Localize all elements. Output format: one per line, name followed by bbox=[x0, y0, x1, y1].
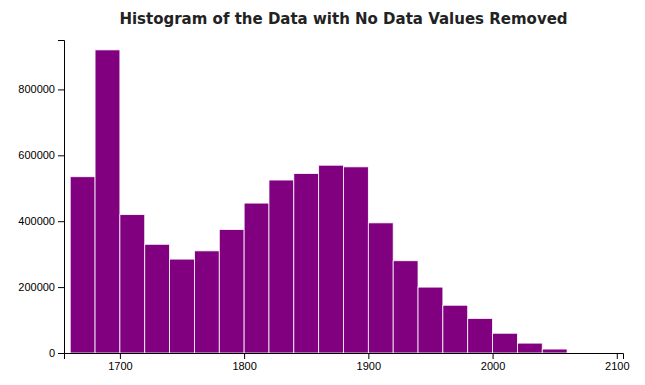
y-axis: 0 200000 400000 600000 800000 bbox=[18, 41, 64, 360]
tick-label: 400000 bbox=[18, 215, 55, 227]
tick-label: 0 bbox=[49, 347, 55, 359]
tick-mark bbox=[617, 353, 618, 359]
bar bbox=[592, 353, 617, 354]
bar bbox=[145, 244, 170, 353]
bar bbox=[170, 259, 195, 353]
tick: 2100 bbox=[605, 353, 629, 372]
tick: 1900 bbox=[357, 353, 381, 372]
bar bbox=[244, 203, 269, 353]
tick: 2000 bbox=[481, 353, 505, 372]
tick-label: 1700 bbox=[108, 360, 132, 372]
bar bbox=[567, 353, 592, 354]
bar bbox=[219, 229, 244, 353]
axis-line bbox=[58, 41, 65, 354]
plot: 1700 1800 1900 2000 2100 0 200000 400000 600000 8… bbox=[18, 41, 629, 372]
bar bbox=[70, 177, 95, 353]
tick: 400000 bbox=[18, 215, 64, 227]
bar bbox=[517, 343, 542, 353]
tick-mark bbox=[58, 353, 64, 354]
tick: 600000 bbox=[18, 149, 64, 161]
tick-mark bbox=[493, 353, 494, 359]
chart: 1700 1800 1900 2000 2100 0 200000 400000 600000 8… bbox=[0, 0, 645, 385]
tick-mark bbox=[58, 221, 64, 222]
tick-label: 600000 bbox=[18, 149, 55, 161]
tick-mark bbox=[58, 287, 64, 288]
tick: 200000 bbox=[18, 281, 64, 293]
tick: 800000 bbox=[18, 83, 64, 95]
bar bbox=[120, 215, 145, 353]
tick: 1800 bbox=[232, 353, 256, 372]
tick: 1700 bbox=[108, 353, 132, 372]
tick-mark bbox=[58, 155, 64, 156]
tick-label: 200000 bbox=[18, 281, 55, 293]
bar bbox=[344, 167, 369, 353]
bar bbox=[368, 223, 393, 353]
axis-line bbox=[65, 354, 624, 360]
bars bbox=[70, 50, 567, 353]
bar bbox=[269, 180, 294, 353]
title: Histogram of the Data with No Data Value… bbox=[119, 10, 567, 28]
bar bbox=[542, 349, 567, 353]
bar bbox=[493, 333, 518, 353]
x-axis: 1700 1800 1900 2000 2100 bbox=[65, 353, 630, 372]
tick: 0 bbox=[49, 347, 64, 359]
tick-label: 1800 bbox=[232, 360, 256, 372]
tick-label: 800000 bbox=[18, 83, 55, 95]
bar bbox=[319, 165, 344, 353]
bar bbox=[443, 305, 468, 353]
bar bbox=[294, 173, 319, 353]
bar bbox=[393, 261, 418, 353]
tick-label: 1900 bbox=[357, 360, 381, 372]
tick-label: 2000 bbox=[481, 360, 505, 372]
tick-label: 2100 bbox=[605, 360, 629, 372]
bar bbox=[95, 50, 120, 353]
bar bbox=[194, 251, 219, 353]
tick-mark bbox=[58, 89, 64, 90]
tick-mark bbox=[120, 353, 121, 359]
bar bbox=[418, 287, 443, 353]
bar bbox=[468, 318, 493, 353]
tick-mark bbox=[368, 353, 369, 359]
tick-mark bbox=[244, 353, 245, 359]
